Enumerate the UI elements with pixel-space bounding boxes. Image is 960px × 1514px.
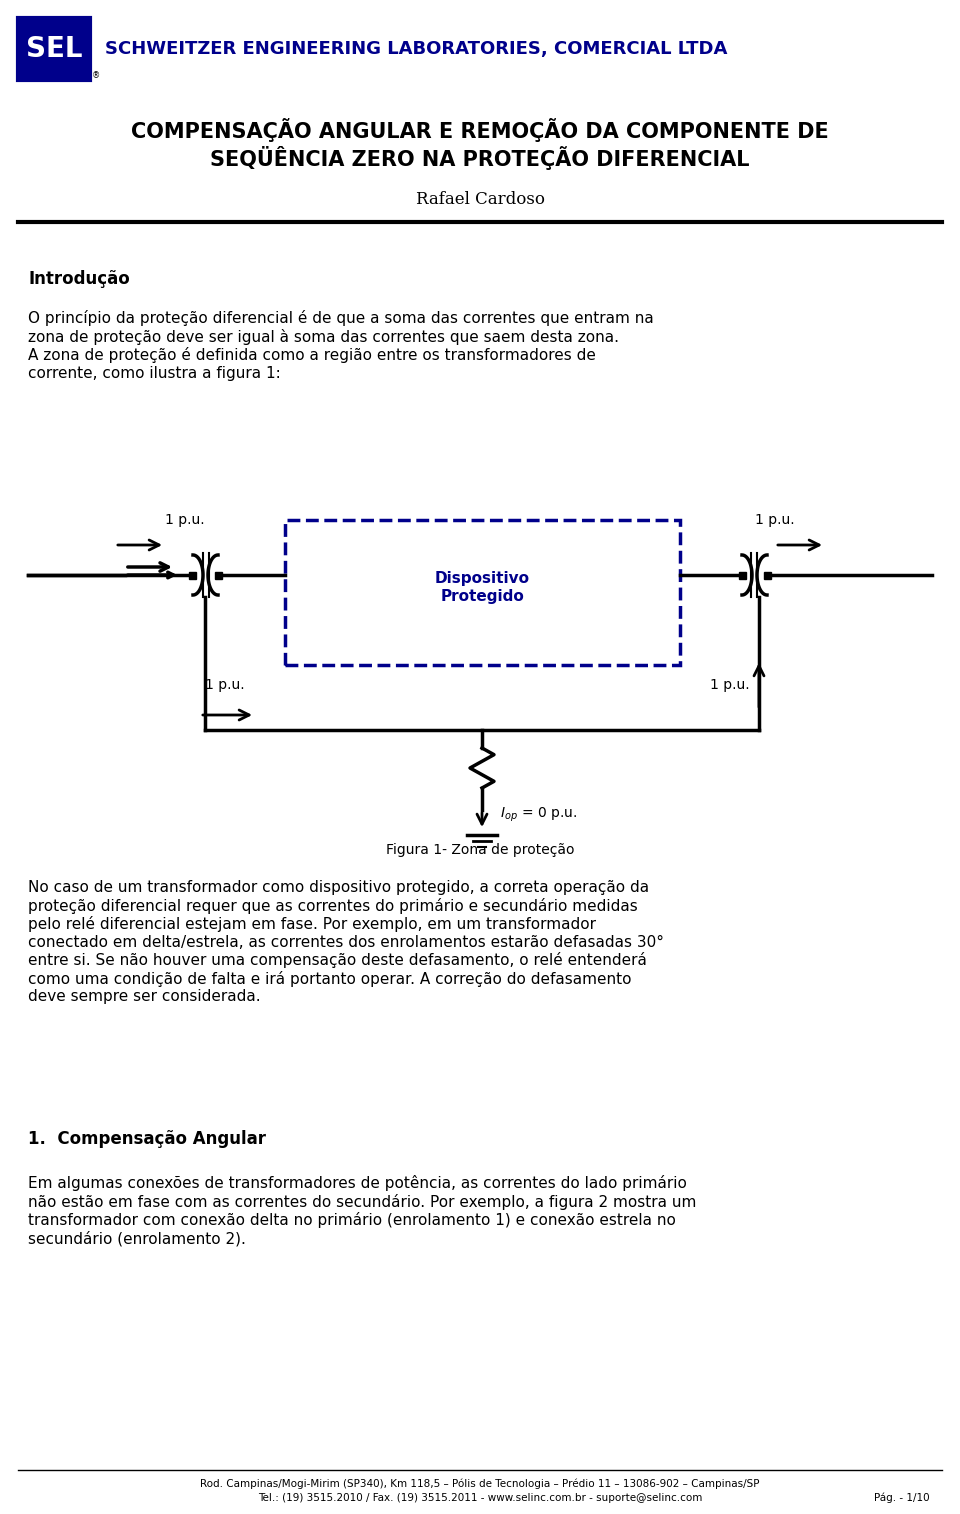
Bar (763, 571, 771, 578)
Text: No caso de um transformador como dispositivo protegido, a correta operação da
pr: No caso de um transformador como disposi… (28, 880, 664, 1004)
Text: Introdução: Introdução (28, 269, 130, 288)
Text: 1.  Compensação Angular: 1. Compensação Angular (28, 1129, 266, 1148)
Text: SCHWEITZER ENGINEERING LABORATORIES, COMERCIAL LTDA: SCHWEITZER ENGINEERING LABORATORIES, COM… (105, 39, 728, 58)
Bar (188, 571, 196, 578)
Text: Pág. - 1/10: Pág. - 1/10 (875, 1493, 930, 1503)
Text: O princípio da proteção diferencial é de que a soma das correntes que entram na
: O princípio da proteção diferencial é de… (28, 310, 654, 380)
Text: Rod. Campinas/Mogi-Mirim (SP340), Km 118,5 – Pólis de Tecnologia – Prédio 11 – 1: Rod. Campinas/Mogi-Mirim (SP340), Km 118… (201, 1479, 759, 1490)
Text: ®: ® (92, 71, 100, 80)
Text: Em algumas conexões de transformadores de potência, as correntes do lado primári: Em algumas conexões de transformadores d… (28, 1175, 696, 1246)
Bar (18, 18, 90, 80)
Text: Rafael Cardoso: Rafael Cardoso (416, 191, 544, 209)
Text: SEQÜÊNCIA ZERO NA PROTEÇÃO DIFERENCIAL: SEQÜÊNCIA ZERO NA PROTEÇÃO DIFERENCIAL (210, 145, 750, 170)
Text: 1 p.u.: 1 p.u. (756, 513, 795, 527)
Text: Tel.: (19) 3515.2010 / Fax. (19) 3515.2011 - www.selinc.com.br - suporte@selinc.: Tel.: (19) 3515.2010 / Fax. (19) 3515.20… (258, 1493, 702, 1503)
Text: SEL: SEL (26, 35, 83, 64)
Bar (738, 571, 746, 578)
Text: 1 p.u.: 1 p.u. (710, 678, 750, 692)
Bar (214, 571, 222, 578)
Text: Dispositivo
Protegido: Dispositivo Protegido (435, 571, 530, 604)
Text: 1 p.u.: 1 p.u. (165, 513, 204, 527)
Text: $I_{op}$ = 0 p.u.: $I_{op}$ = 0 p.u. (500, 805, 577, 824)
Text: Figura 1- Zona de proteção: Figura 1- Zona de proteção (386, 843, 574, 857)
Text: COMPENSAÇÃO ANGULAR E REMOÇÃO DA COMPONENTE DE: COMPENSAÇÃO ANGULAR E REMOÇÃO DA COMPONE… (132, 118, 828, 142)
Bar (285, 519, 680, 665)
Text: 1 p.u.: 1 p.u. (205, 678, 245, 692)
